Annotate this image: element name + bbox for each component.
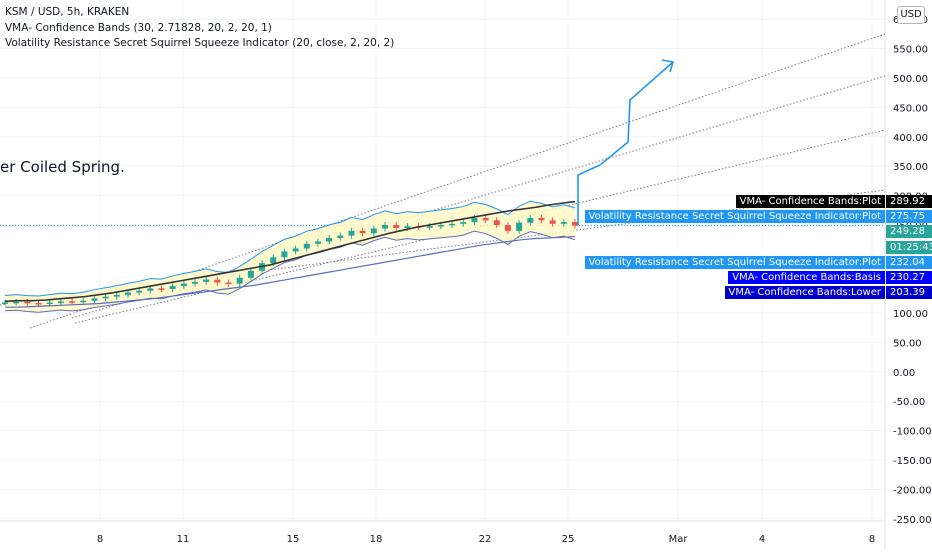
candle-body[interactable] bbox=[426, 226, 433, 228]
squeeze-band-fill bbox=[5, 201, 575, 313]
y-tick-label: -200.00 bbox=[893, 485, 932, 496]
candle-body[interactable] bbox=[449, 223, 456, 226]
candle-body[interactable] bbox=[57, 301, 64, 303]
candle-body[interactable] bbox=[538, 217, 545, 221]
x-tick-label: Mar bbox=[669, 534, 689, 545]
y-tick-label: -50.00 bbox=[893, 397, 925, 408]
indicator-name-tag: Volatility Resistance Secret Squirrel Sq… bbox=[584, 210, 885, 223]
candle-body[interactable] bbox=[46, 302, 53, 304]
candle-body[interactable] bbox=[359, 230, 366, 234]
indicator-name-tag: VMA- Confidence Bands:Plot bbox=[735, 195, 885, 208]
candle-body[interactable] bbox=[572, 222, 578, 226]
y-tick-label: 100.00 bbox=[893, 309, 928, 320]
chart-annotation-text[interactable]: er Coiled Spring. bbox=[0, 158, 125, 176]
squeeze-band-upper[interactable] bbox=[4, 200, 576, 297]
projection-arrow[interactable] bbox=[577, 61, 674, 225]
candle-body[interactable] bbox=[192, 281, 198, 284]
squeeze-band-lower[interactable] bbox=[4, 230, 576, 313]
candle-body[interactable] bbox=[314, 241, 321, 244]
y-tick-label: 0.00 bbox=[893, 368, 915, 379]
candle-body[interactable] bbox=[24, 301, 31, 304]
candle-body[interactable] bbox=[203, 279, 210, 282]
projection-arrow-head[interactable] bbox=[661, 59, 675, 73]
candle-body[interactable] bbox=[471, 217, 478, 223]
trend-line[interactable] bbox=[74, 129, 886, 324]
candle-body[interactable] bbox=[393, 225, 400, 228]
y-tick-label: 500.00 bbox=[893, 74, 928, 85]
candle-body[interactable] bbox=[560, 222, 567, 224]
candle-body[interactable] bbox=[69, 301, 76, 303]
x-tick-label: 4 bbox=[759, 534, 765, 545]
x-tick-label: 22 bbox=[479, 534, 492, 545]
candle-body[interactable] bbox=[337, 235, 344, 238]
candle-body[interactable] bbox=[214, 279, 221, 283]
price-value-tag: 230.27 bbox=[886, 271, 932, 284]
candle-body[interactable] bbox=[225, 282, 232, 285]
candle-body[interactable] bbox=[147, 288, 154, 291]
y-tick-label: 350.00 bbox=[893, 162, 928, 173]
x-tick-label: 8 bbox=[97, 534, 103, 545]
candle-body[interactable] bbox=[80, 300, 87, 303]
candle-body[interactable] bbox=[124, 292, 131, 295]
candle-body[interactable] bbox=[270, 257, 277, 264]
price-value-tag: 203.39 bbox=[886, 286, 932, 299]
price-value-tag: 289.92 bbox=[886, 195, 932, 208]
candle-body[interactable] bbox=[281, 251, 288, 258]
y-tick-label: -100.00 bbox=[893, 427, 932, 438]
y-tick-label: 400.00 bbox=[893, 133, 928, 144]
price-value-tag: 232.04 bbox=[886, 256, 932, 269]
candle-body[interactable] bbox=[158, 288, 165, 290]
indicator-legend-squeeze[interactable]: Volatility Resistance Secret Squirrel Sq… bbox=[5, 37, 395, 49]
candle-body[interactable] bbox=[102, 296, 109, 299]
y-tick-label: 550.00 bbox=[893, 45, 928, 56]
indicator-name-tag: VMA- Confidence Bands:Basis bbox=[728, 271, 885, 284]
candle-body[interactable] bbox=[292, 248, 299, 252]
candle-body[interactable] bbox=[13, 301, 20, 304]
candle-body[interactable] bbox=[169, 286, 176, 289]
candle-body[interactable] bbox=[549, 220, 556, 224]
candle-body[interactable] bbox=[236, 277, 243, 284]
y-tick-label: 50.00 bbox=[893, 338, 922, 349]
x-tick-label: 11 bbox=[177, 534, 190, 545]
symbol-title: KSM / USD, 5h, KRAKEN bbox=[5, 6, 130, 18]
vma-basis-line[interactable] bbox=[5, 235, 576, 308]
candle-body[interactable] bbox=[91, 298, 98, 301]
candle-body[interactable] bbox=[113, 294, 120, 297]
currency-button[interactable]: USD bbox=[897, 6, 925, 24]
x-tick-label: 18 bbox=[370, 534, 383, 545]
candle-body[interactable] bbox=[382, 225, 388, 229]
indicator-name-tag: Volatility Resistance Secret Squirrel Sq… bbox=[584, 256, 885, 269]
x-tick-label: 15 bbox=[287, 534, 300, 545]
candle-body[interactable] bbox=[180, 283, 187, 287]
candle-body[interactable] bbox=[370, 228, 377, 234]
candle-body[interactable] bbox=[527, 217, 534, 223]
bar-countdown-label: 01:25:43 bbox=[886, 241, 932, 254]
candle-body[interactable] bbox=[493, 220, 500, 225]
candle-body[interactable] bbox=[437, 225, 444, 227]
indicator-legend-vma[interactable]: VMA- Confidence Bands (30, 2.71828, 20, … bbox=[5, 22, 272, 34]
candle-body[interactable] bbox=[247, 270, 254, 278]
candle-body[interactable] bbox=[326, 237, 333, 242]
candle-body[interactable] bbox=[303, 243, 310, 249]
candle-body[interactable] bbox=[2, 302, 8, 304]
candle-body[interactable] bbox=[516, 222, 523, 231]
x-tick-label: 25 bbox=[562, 534, 575, 545]
price-value-tag: 275.75 bbox=[886, 210, 932, 223]
candle-body[interactable] bbox=[35, 303, 42, 305]
price-value-tag: 249.28 bbox=[886, 225, 932, 238]
candle-body[interactable] bbox=[504, 225, 511, 231]
x-tick-label: 8 bbox=[869, 534, 875, 545]
y-tick-label: -150.00 bbox=[893, 456, 932, 467]
vma-plot-line[interactable] bbox=[4, 200, 576, 303]
y-tick-label: 450.00 bbox=[893, 103, 928, 114]
candle-body[interactable] bbox=[136, 290, 143, 293]
candle-body[interactable] bbox=[348, 230, 355, 236]
candle-body[interactable] bbox=[404, 226, 411, 228]
candle-body[interactable] bbox=[482, 217, 489, 221]
y-tick-label: -250.00 bbox=[893, 515, 932, 526]
indicator-name-tag: VMA- Confidence Bands:Lower bbox=[724, 286, 885, 299]
candle-body[interactable] bbox=[460, 222, 467, 224]
